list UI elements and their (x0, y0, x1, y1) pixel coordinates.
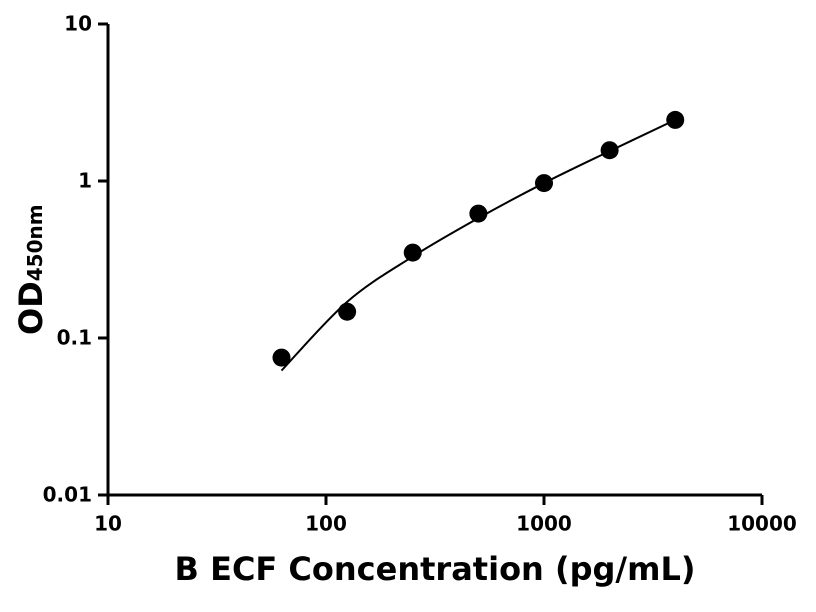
x-axis-label: B ECF Concentration (pg/mL) (175, 550, 696, 588)
y-tick-label: 0.01 (43, 483, 92, 507)
data-point (600, 141, 619, 160)
y-axis-label-subscript: 450nm (23, 204, 47, 281)
data-point (338, 302, 357, 321)
data-point (403, 243, 422, 262)
x-tick-label: 10 (94, 512, 122, 536)
y-axis-label-group: OD450nm (12, 204, 50, 335)
data-point (469, 204, 488, 223)
y-axis-label-main: OD (12, 281, 50, 335)
data-point (666, 110, 685, 129)
y-axis-label: OD450nm (12, 204, 50, 335)
x-tick-label: 1000 (516, 512, 572, 536)
y-tick-label: 1 (78, 169, 92, 193)
fit-curve (280, 118, 676, 372)
y-tick-label: 0.1 (57, 326, 92, 350)
data-point (535, 174, 553, 193)
data-point (272, 348, 291, 367)
x-tick-label: 100 (305, 512, 347, 536)
x-tick-label: 10000 (727, 512, 797, 536)
y-tick-label: 10 (64, 12, 92, 36)
